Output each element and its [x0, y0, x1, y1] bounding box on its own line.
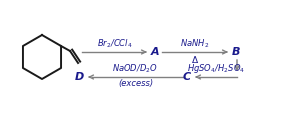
Text: Br$_2$/CCl$_4$: Br$_2$/CCl$_4$: [97, 38, 132, 50]
Text: A: A: [151, 47, 160, 57]
Text: $\Delta$: $\Delta$: [191, 54, 199, 65]
Text: NaOD/D$_2$O: NaOD/D$_2$O: [112, 62, 159, 75]
Text: C: C: [183, 72, 191, 82]
Text: D: D: [75, 72, 84, 82]
Text: B: B: [232, 47, 241, 57]
Text: NaNH$_2$: NaNH$_2$: [180, 38, 210, 50]
Text: HgSO$_4$/H$_2$SO$_4$: HgSO$_4$/H$_2$SO$_4$: [187, 62, 245, 75]
Text: (excess): (excess): [118, 79, 153, 88]
